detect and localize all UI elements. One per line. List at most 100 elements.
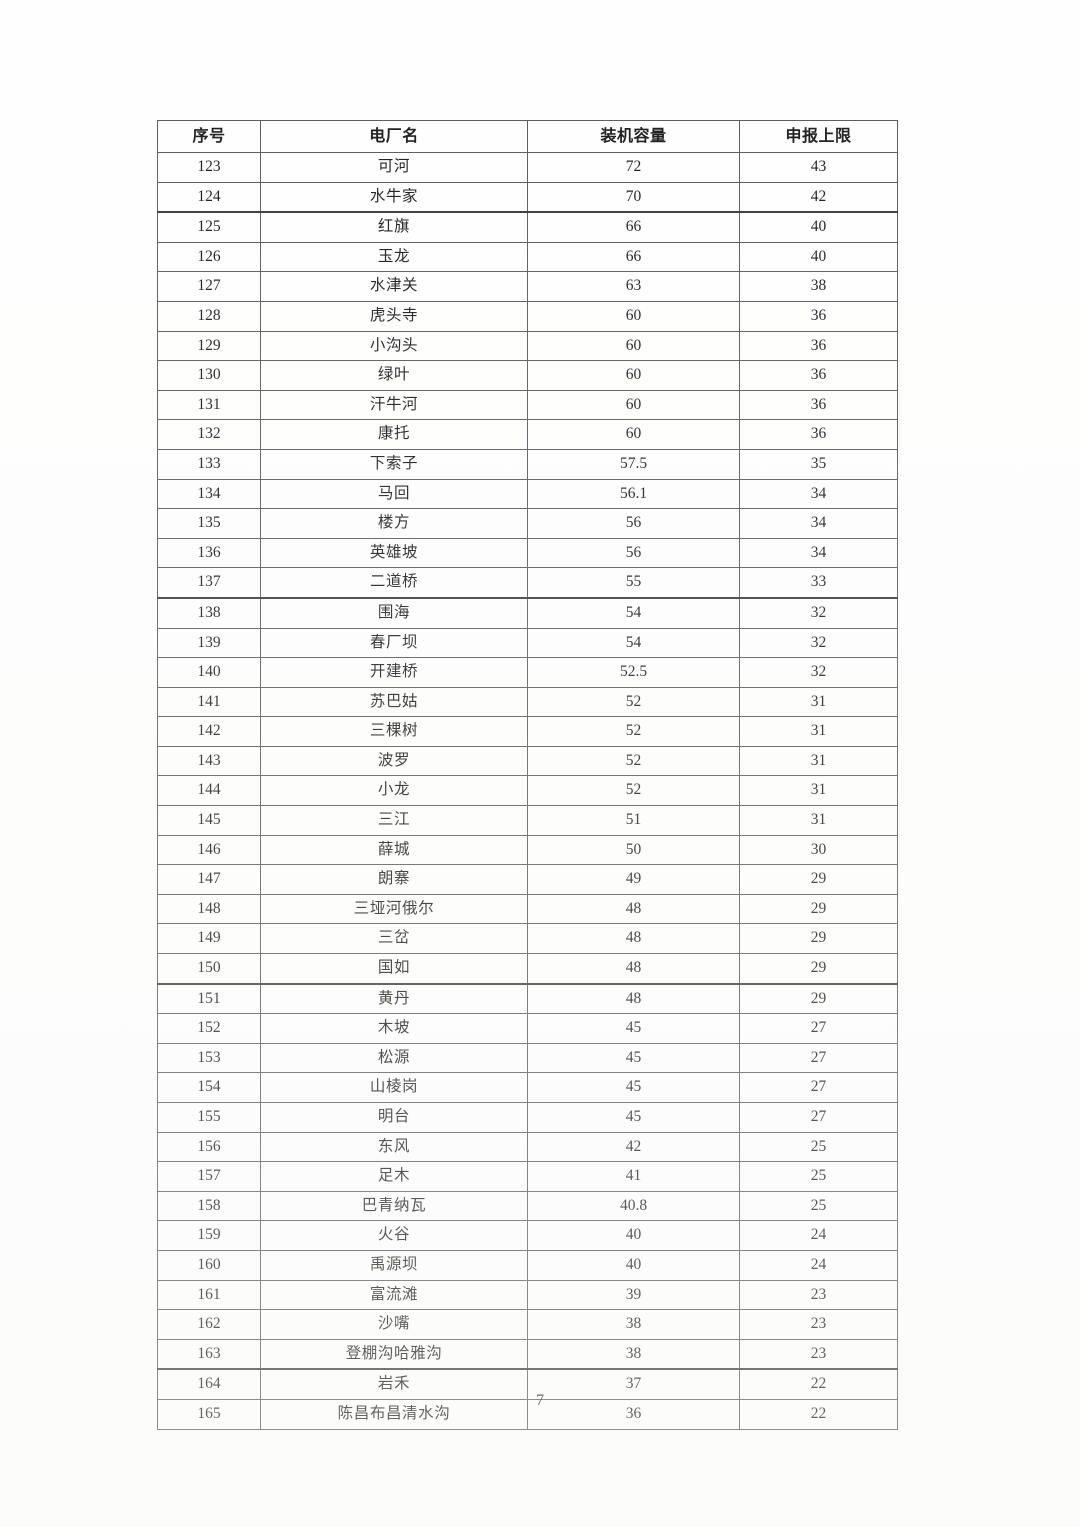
cell-plant-name: 红旗 [260, 211, 528, 243]
table-row: 137 二道桥 55 33 [157, 567, 898, 599]
cell-seq: 143 [157, 745, 261, 777]
cell-capacity: 60 [527, 360, 740, 391]
cell-capacity: 60 [527, 389, 740, 421]
cell-capacity: 52.5 [527, 657, 740, 688]
cell-seq: 154 [157, 1072, 261, 1103]
cell-declared-cap: 36 [739, 389, 898, 421]
cell-declared-cap: 24 [739, 1220, 898, 1251]
cell-capacity: 38 [527, 1309, 740, 1340]
cell-plant-name: 汗牛河 [260, 389, 528, 421]
page-number: 7 [536, 1392, 544, 1409]
cell-plant-name: 富流滩 [260, 1279, 528, 1311]
cell-declared-cap: 38 [739, 271, 898, 302]
cell-declared-cap: 40 [739, 211, 898, 243]
cell-declared-cap: 32 [739, 627, 898, 659]
capacity-table-container: 序号 电厂名 装机容量 申报上限 123 可河 72 43 124 水牛家 70 42 125 红… [157, 120, 898, 1430]
cell-capacity: 45 [527, 1042, 740, 1074]
cell-seq: 151 [157, 982, 261, 1015]
table-row: 130 绿叶 60 36 [157, 360, 898, 391]
cell-plant-name: 围海 [260, 596, 528, 629]
cell-plant-name: 水津关 [260, 271, 528, 302]
cell-plant-name: 明台 [260, 1102, 528, 1133]
table-row: 123 可河 72 43 [157, 152, 898, 183]
cell-capacity: 54 [527, 627, 740, 659]
cell-capacity: 38 [527, 1338, 740, 1370]
cell-capacity: 41 [527, 1161, 740, 1192]
cell-declared-cap: 27 [739, 1072, 898, 1103]
table-row: 163 登棚沟哈雅沟 38 23 [157, 1338, 898, 1370]
cell-capacity: 39 [527, 1279, 740, 1311]
table-row: 144 小龙 52 31 [157, 775, 898, 807]
table-row: 160 禹源坝 40 24 [157, 1249, 898, 1281]
cell-capacity: 60 [527, 300, 740, 332]
cell-capacity: 45 [527, 1013, 740, 1044]
table-row: 152 木坡 45 27 [157, 1013, 898, 1044]
cell-plant-name: 松源 [260, 1042, 528, 1074]
table-row: 136 英雄坡 56 34 [157, 537, 898, 569]
cell-capacity: 56 [527, 508, 740, 539]
cell-seq: 130 [157, 360, 261, 391]
table-row: 164 岩禾 37 22 [157, 1368, 898, 1400]
cell-plant-name: 康托 [260, 419, 528, 450]
cell-plant-name: 下索子 [260, 448, 528, 480]
table-row: 146 薛城 50 30 [157, 834, 898, 866]
cell-capacity: 72 [527, 152, 740, 183]
cell-seq: 132 [157, 419, 261, 450]
cell-seq: 128 [157, 300, 261, 332]
cell-seq: 163 [157, 1338, 261, 1370]
cell-declared-cap: 25 [739, 1161, 898, 1192]
cell-declared-cap: 36 [739, 330, 898, 362]
cell-declared-cap: 29 [739, 982, 898, 1015]
cell-seq: 126 [157, 241, 261, 273]
cell-seq: 153 [157, 1042, 261, 1074]
table-row: 151 黄丹 48 29 [157, 982, 898, 1015]
cell-declared-cap: 36 [739, 300, 898, 332]
cell-seq: 131 [157, 389, 261, 421]
table-row: 147 朗寨 49 29 [157, 864, 898, 895]
cell-capacity: 45 [527, 1072, 740, 1103]
cell-capacity: 40.8 [527, 1190, 740, 1222]
column-header-seq: 序号 [157, 120, 261, 153]
table-row: 154 山棱岗 45 27 [157, 1072, 898, 1103]
cell-declared-cap: 31 [739, 775, 898, 807]
cell-declared-cap: 22 [739, 1398, 898, 1430]
cell-plant-name: 黄丹 [260, 982, 528, 1015]
table-row: 155 明台 45 27 [157, 1102, 898, 1133]
cell-declared-cap: 31 [739, 805, 898, 836]
cell-seq: 147 [157, 864, 261, 895]
cell-seq: 124 [157, 181, 261, 213]
cell-plant-name: 三岔 [260, 923, 528, 955]
cell-seq: 133 [157, 448, 261, 480]
cell-plant-name: 三江 [260, 805, 528, 836]
cell-plant-name: 沙嘴 [260, 1309, 528, 1340]
cell-seq: 159 [157, 1220, 261, 1251]
cell-declared-cap: 29 [739, 953, 898, 985]
cell-plant-name: 楼方 [260, 508, 528, 539]
cell-declared-cap: 34 [739, 537, 898, 569]
table-row: 124 水牛家 70 42 [157, 181, 898, 213]
cell-capacity: 52 [527, 745, 740, 777]
cell-declared-cap: 42 [739, 181, 898, 213]
cell-plant-name: 东风 [260, 1131, 528, 1163]
cell-seq: 145 [157, 805, 261, 836]
table-row: 135 楼方 56 34 [157, 508, 898, 539]
cell-capacity: 51 [527, 805, 740, 836]
cell-seq: 140 [157, 657, 261, 688]
cell-capacity: 48 [527, 923, 740, 955]
cell-plant-name: 山棱岗 [260, 1072, 528, 1103]
cell-declared-cap: 23 [739, 1338, 898, 1370]
cell-capacity: 56 [527, 537, 740, 569]
cell-capacity: 52 [527, 686, 740, 718]
table-row: 150 国如 48 29 [157, 953, 898, 985]
cell-plant-name: 国如 [260, 953, 528, 985]
cell-declared-cap: 25 [739, 1131, 898, 1163]
cell-plant-name: 绿叶 [260, 360, 528, 391]
cell-declared-cap: 31 [739, 686, 898, 718]
cell-capacity: 55 [527, 567, 740, 599]
cell-plant-name: 登棚沟哈雅沟 [260, 1338, 528, 1370]
cell-capacity: 40 [527, 1249, 740, 1281]
table-row: 129 小沟头 60 36 [157, 330, 898, 362]
cell-capacity: 60 [527, 419, 740, 450]
cell-seq: 157 [157, 1161, 261, 1192]
table-body: 123 可河 72 43 124 水牛家 70 42 125 红旗 66 40 126 玉龙 66 40 127… [157, 152, 898, 1430]
